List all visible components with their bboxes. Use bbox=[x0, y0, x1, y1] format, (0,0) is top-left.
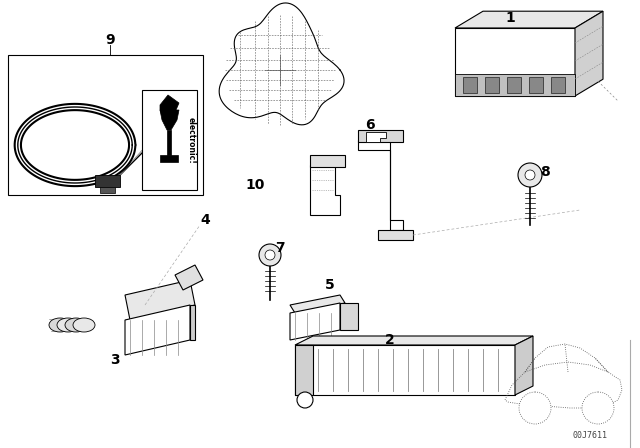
Polygon shape bbox=[295, 345, 515, 395]
Ellipse shape bbox=[65, 318, 87, 332]
Circle shape bbox=[519, 392, 551, 424]
Polygon shape bbox=[551, 77, 565, 93]
Text: electronic!: electronic! bbox=[186, 116, 195, 164]
Polygon shape bbox=[358, 130, 403, 142]
Polygon shape bbox=[455, 74, 575, 96]
Circle shape bbox=[582, 392, 614, 424]
Ellipse shape bbox=[49, 318, 71, 332]
Polygon shape bbox=[190, 305, 195, 340]
Polygon shape bbox=[463, 77, 477, 93]
Text: 00J7611: 00J7611 bbox=[573, 431, 607, 439]
Bar bbox=[8, 55, 203, 195]
Polygon shape bbox=[515, 336, 533, 395]
Polygon shape bbox=[310, 165, 340, 215]
Polygon shape bbox=[575, 11, 603, 96]
Text: 10: 10 bbox=[245, 178, 265, 192]
Circle shape bbox=[265, 250, 275, 260]
Circle shape bbox=[525, 170, 535, 180]
Ellipse shape bbox=[57, 318, 79, 332]
Polygon shape bbox=[455, 11, 603, 28]
Polygon shape bbox=[455, 28, 575, 96]
Text: 9: 9 bbox=[105, 33, 115, 47]
Text: 4: 4 bbox=[200, 213, 210, 227]
Text: 5: 5 bbox=[325, 278, 335, 292]
Bar bbox=[142, 90, 197, 190]
Polygon shape bbox=[125, 280, 195, 320]
Polygon shape bbox=[100, 187, 115, 193]
Polygon shape bbox=[295, 336, 533, 345]
Text: 2: 2 bbox=[385, 333, 395, 347]
Polygon shape bbox=[219, 3, 344, 125]
Text: 6: 6 bbox=[365, 118, 375, 132]
Polygon shape bbox=[160, 155, 178, 162]
Polygon shape bbox=[125, 305, 190, 355]
Polygon shape bbox=[95, 175, 120, 187]
Ellipse shape bbox=[73, 318, 95, 332]
Text: 8: 8 bbox=[540, 165, 550, 179]
Circle shape bbox=[259, 244, 281, 266]
Polygon shape bbox=[366, 132, 386, 142]
Polygon shape bbox=[485, 77, 499, 93]
Circle shape bbox=[518, 163, 542, 187]
Polygon shape bbox=[295, 345, 313, 395]
Polygon shape bbox=[340, 303, 358, 330]
Text: 3: 3 bbox=[110, 353, 120, 367]
Polygon shape bbox=[175, 265, 203, 290]
Polygon shape bbox=[310, 155, 345, 167]
Polygon shape bbox=[167, 130, 171, 155]
Polygon shape bbox=[290, 303, 340, 340]
Polygon shape bbox=[290, 295, 345, 313]
Text: 7: 7 bbox=[275, 241, 285, 255]
Polygon shape bbox=[160, 110, 179, 130]
Text: 1: 1 bbox=[505, 11, 515, 25]
Polygon shape bbox=[507, 77, 521, 93]
Polygon shape bbox=[378, 230, 413, 240]
Circle shape bbox=[297, 392, 313, 408]
Polygon shape bbox=[529, 77, 543, 93]
Polygon shape bbox=[358, 140, 403, 230]
Polygon shape bbox=[160, 95, 179, 115]
